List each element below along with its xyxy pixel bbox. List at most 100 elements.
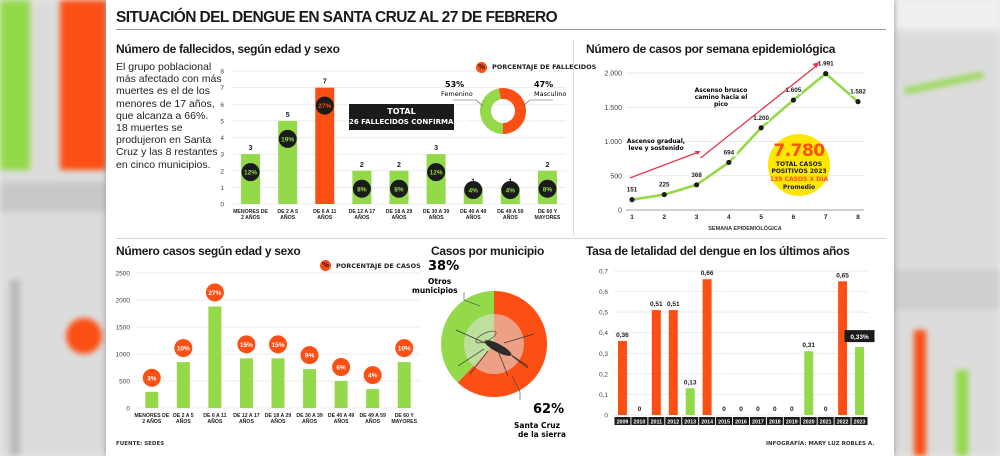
other-municipalities-label-1: Otros (428, 277, 452, 286)
epi-x-tick: 4 (727, 214, 731, 221)
mosquito-leg-icon (501, 348, 529, 367)
lethality-value-label: 0,51 (650, 301, 663, 308)
epi-value-bg (656, 179, 673, 189)
epi-value-label: 1.582 (850, 89, 866, 96)
deaths-y-tick: 2 (220, 168, 224, 175)
mosquito-leg-icon (457, 348, 485, 367)
epi-value-bg (850, 86, 866, 96)
cases-percent-bubble (205, 283, 224, 302)
gradual-rise-arrowhead (694, 151, 701, 155)
male-pct: 47% (534, 80, 554, 89)
deaths-y-tick: 7 (220, 85, 224, 92)
deaths-category-label-line: AÑOS (392, 214, 408, 221)
deaths-percent-label: 27% (318, 103, 331, 110)
cases-percent-label: 9% (305, 353, 315, 360)
mosquito-proboscis-icon (511, 355, 529, 369)
deaths-value-label: 5 (286, 112, 290, 119)
cases-bar (208, 306, 222, 408)
deaths-percent-label: 8% (394, 186, 404, 193)
deaths-value-label: 2 (397, 162, 401, 169)
lethality-y-tick: 0,6 (599, 289, 608, 296)
lethality-year-label: 2022 (837, 420, 849, 426)
epi-x-tick: 5 (759, 214, 763, 221)
deaths-category-label-line: 2 AÑOS (241, 214, 261, 221)
deaths-percent-bubble (538, 179, 557, 198)
cases-percent-label: 15% (271, 342, 284, 349)
lethality-value-label: 0,31 (802, 342, 815, 349)
male-leader-line (522, 99, 553, 107)
municipality-title: Casos por municipio (431, 244, 544, 258)
epi-x-tick: 3 (695, 214, 699, 221)
epi-y-tick: 500 (610, 173, 622, 180)
epi-point (661, 191, 667, 198)
title-rule (116, 29, 886, 30)
lethality-bar-chart: 0 0,1 0,2 0,3 0,4 0,5 0,6 0,7 0,36 2009 0 2010 0,51 2… (599, 269, 875, 426)
deaths-y-tick: 5 (220, 118, 224, 125)
cases-percent-bubble (363, 366, 382, 385)
deaths-legend-label: PORCENTAJE DE FALLECIDOS (492, 63, 597, 71)
lethality-value-label: 0,66 (701, 270, 714, 277)
lethality-year-label: 2011 (651, 420, 663, 426)
infographic-title: SITUACIÓN DEL DENGUE EN SANTA CRUZ AL 27… (116, 9, 558, 26)
deaths-value-label: 2 (545, 162, 549, 169)
cases-y-tick: 500 (119, 379, 130, 386)
epi-value-bg (624, 184, 640, 194)
gradual-rise-arrow (629, 151, 699, 179)
epi-value-bg (720, 147, 737, 157)
lethality-year-label: 2017 (752, 420, 764, 426)
epi-value-bg (817, 58, 834, 68)
lethality-value-label: 0 (722, 406, 726, 413)
lethality-value-label: 0,36 (616, 332, 629, 339)
cases-category-label-line: DE 30 A 39 (296, 413, 323, 419)
deaths-y-tick: 3 (220, 152, 224, 159)
lethality-bar (838, 281, 848, 415)
badge-line2: POSITIVOS 2023 (771, 168, 827, 175)
lethality-year-bg (851, 417, 868, 425)
cases-category-label-line: AÑOS (176, 418, 192, 425)
epi-y-tick: 1.500 (604, 105, 622, 112)
deaths-category-label-line: AÑOS (317, 214, 333, 221)
lethality-year-label: 2009 (617, 420, 629, 426)
epi-value-label: 225 (659, 182, 670, 189)
mosquito-leg-icon (503, 333, 535, 344)
lethality-bar (685, 388, 695, 415)
cases-category-label-line: AÑOS (239, 418, 255, 425)
lethality-bar (702, 279, 712, 415)
lethality-year-bg (834, 417, 851, 425)
lethality-y-tick: 0,5 (599, 310, 608, 317)
sharp-rise-arrow (700, 64, 818, 159)
deaths-bar (315, 87, 335, 204)
epi-x-axis-label: SEMANA EPIDEMIOLÓGICA (708, 224, 781, 232)
cases-category-label-line: AÑOS (302, 418, 318, 425)
deaths-percent-bubble (427, 163, 446, 182)
cases-bar (239, 358, 253, 408)
deaths-y-tick: 1 (220, 185, 224, 192)
mosquito-icon (484, 340, 512, 356)
cases-category-label-line: DE 60 Y (395, 413, 415, 419)
female-label: Femenino (441, 90, 473, 98)
lethality-bar (855, 347, 865, 415)
lethality-value-label: 0 (790, 406, 794, 413)
lethality-year-label: 2014 (701, 420, 713, 426)
lethality-bar (668, 310, 678, 415)
epi-x-tick: 1 (630, 214, 634, 221)
municipality-pie-chart (441, 291, 547, 400)
deaths-category-label-line: DE 12 A 17 (349, 209, 376, 215)
cases-percent-bubble (174, 339, 193, 358)
epi-x-tick: 6 (792, 214, 796, 221)
cases-percent-bubble (395, 339, 414, 358)
deaths-category-label-line: DE 18 A 29 (386, 209, 413, 215)
lethality-year-bg (766, 417, 783, 425)
cases-y-tick: 1500 (116, 325, 131, 332)
lethality-bar (804, 351, 814, 415)
lethality-value-label: 0,33% (850, 334, 869, 341)
lethality-y-tick: 0,4 (599, 330, 608, 337)
deaths-category-label-line: DE 30 A 39 (423, 209, 450, 215)
deaths-value-label: 3 (434, 145, 438, 152)
deaths-percent-label: 19% (281, 136, 294, 143)
lethality-year-label: 2012 (667, 420, 679, 426)
lethality-y-tick: 0,1 (599, 392, 608, 399)
cases-percent-label: 15% (240, 342, 253, 349)
lethality-year-bg (783, 417, 800, 425)
